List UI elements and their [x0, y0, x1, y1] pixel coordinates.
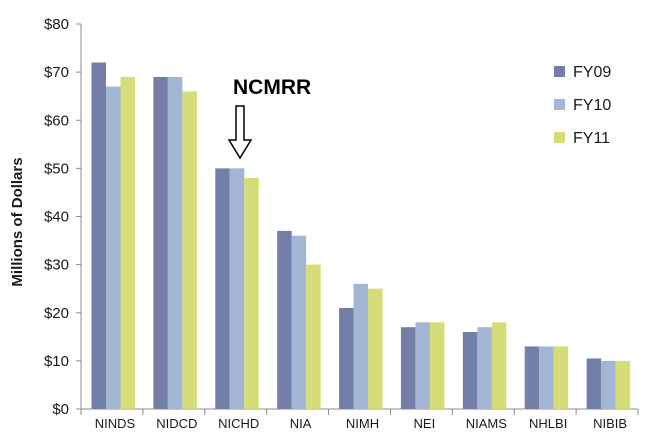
- bar-fy09-nibib: [586, 358, 602, 409]
- x-tick-label: NINDS: [95, 416, 136, 431]
- x-tick-label: NIA: [290, 416, 312, 431]
- bar-fy10-nidcd: [167, 76, 183, 409]
- bar-fy10-nichd: [229, 168, 245, 409]
- bar-fy09-nidcd: [153, 76, 168, 409]
- bar-fy10-nibib: [601, 360, 616, 409]
- bar-fy09-nhlbi: [524, 346, 540, 409]
- down-arrow-icon: [227, 105, 253, 160]
- legend-label: FY10: [573, 97, 611, 114]
- x-tick-label: NEI: [414, 416, 436, 431]
- x-tick-label: NHLBI: [529, 416, 567, 431]
- legend: FY09 FY10 FY11: [554, 64, 611, 147]
- bar-fy11-nidcd: [182, 91, 197, 409]
- x-tick-label: NICHD: [218, 416, 259, 431]
- bar-fy11-ninds: [120, 76, 135, 409]
- bar-fy11-nimh: [368, 288, 383, 409]
- y-tick-label: $0: [52, 401, 69, 418]
- annotation-label: NCMRR: [233, 76, 311, 99]
- bar-fy11-nia: [306, 264, 321, 409]
- bar-fy11-nibib: [615, 360, 631, 409]
- y-axis-label: Millions of Dollars: [9, 157, 26, 286]
- y-tick-label: $50: [44, 160, 69, 177]
- bar-fy10-niams: [477, 327, 492, 409]
- bar-fy10-ninds: [106, 86, 121, 409]
- bar-fy11-niams: [491, 322, 507, 409]
- x-tick-label: NIBIB: [593, 416, 627, 431]
- bar-fy09-nimh: [339, 307, 354, 409]
- y-tick-label: $40: [44, 209, 69, 226]
- bars: [91, 62, 631, 409]
- y-tick-label: $60: [44, 112, 69, 129]
- y-tick-label: $70: [44, 64, 69, 81]
- bar-fy10-nei: [415, 322, 430, 409]
- legend-swatch: [554, 99, 565, 110]
- x-axis: NINDS NIDCD NICHD NIA NIMH NEI NIAMS NHLBI NIBIB: [80, 408, 639, 431]
- bar-fy09-niams: [462, 332, 478, 409]
- bar-fy10-nhlbi: [539, 346, 554, 409]
- x-tick-label: NIDCD: [156, 416, 197, 431]
- bar-fy11-nei: [429, 322, 445, 409]
- bar-fy11-nhlbi: [553, 346, 569, 409]
- annotation: NCMRR: [227, 76, 311, 160]
- bar-fy09-ninds: [91, 62, 106, 409]
- y-tick-label: $80: [44, 16, 69, 33]
- legend-swatch: [554, 66, 565, 77]
- bar-fy11-nichd: [244, 178, 259, 409]
- bar-fy10-nimh: [353, 283, 369, 409]
- y-tick-label: $20: [44, 305, 69, 322]
- y-axis: $0 $10 $20 $30 $40 $50 $60 $70 $80: [44, 16, 82, 418]
- y-tick-label: $10: [44, 353, 69, 370]
- legend-label: FY09: [573, 64, 611, 81]
- legend-swatch: [554, 132, 565, 143]
- bar-fy09-nia: [277, 230, 292, 409]
- bar-fy10-nia: [291, 235, 307, 409]
- bar-fy09-nei: [400, 327, 416, 409]
- x-tick-label: NIMH: [346, 416, 379, 431]
- y-tick-label: $30: [44, 257, 69, 274]
- x-tick-label: NIAMS: [466, 416, 508, 431]
- bar-fy09-nichd: [215, 168, 230, 409]
- legend-label: FY11: [573, 130, 610, 147]
